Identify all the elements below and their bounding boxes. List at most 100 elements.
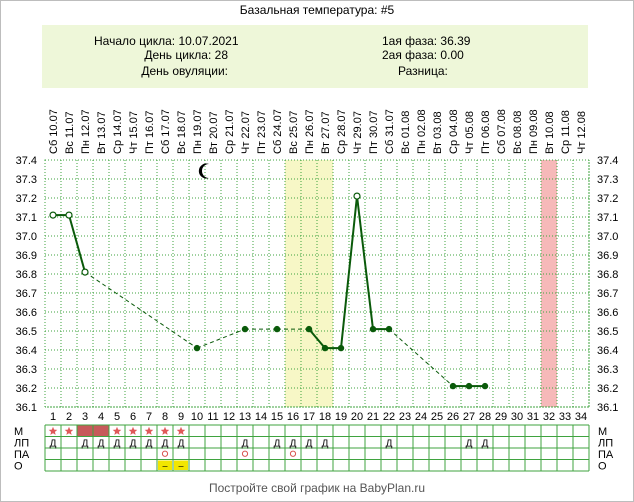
- date-label: Вс 25.07: [288, 111, 300, 154]
- y-tick-label-right: 37.4: [597, 155, 618, 167]
- data-point: [481, 382, 489, 390]
- star-icon: [160, 426, 170, 435]
- series-dashed-segment: [84, 271, 198, 349]
- day-number: 21: [367, 411, 379, 423]
- yellow-band-day-16: [285, 160, 301, 407]
- date-label: Чт 15.07: [128, 111, 140, 154]
- date-label: Пт 06.08: [480, 110, 492, 154]
- lp-mark: Д: [242, 439, 249, 450]
- phase2-text: 2ая фаза: 0.00: [382, 48, 464, 62]
- footer-link[interactable]: Постройте свой график на BabyPlan.ru: [208, 481, 426, 495]
- series-segment: [356, 195, 374, 330]
- lp-mark: Д: [466, 439, 473, 450]
- pa-ring-icon: [241, 450, 249, 457]
- day-number: 30: [511, 411, 523, 423]
- date-label: Вт 10.08: [544, 111, 556, 154]
- data-point: [321, 344, 329, 352]
- day-number: 15: [271, 411, 283, 423]
- day-number: 5: [114, 411, 120, 423]
- y-tick-label-left: 37.3: [16, 174, 37, 186]
- lp-mark: Д: [274, 439, 281, 450]
- date-label: Пн 26.07: [304, 109, 316, 154]
- row-label-left: ПА: [14, 449, 30, 461]
- y-tick-label-right: 36.3: [597, 364, 618, 376]
- day-number: 11: [207, 411, 218, 423]
- y-tick-label-left: 37.0: [16, 231, 37, 243]
- m-filled-cell: [77, 425, 93, 437]
- yellow-band-day-18: [317, 160, 333, 407]
- y-tick-label-left: 36.9: [16, 250, 37, 262]
- date-label: Чт 29.07: [352, 111, 364, 154]
- pa-ring-icon: [161, 450, 169, 457]
- highlight-bands: [285, 160, 557, 407]
- y-tick-label-right: 36.1: [597, 402, 618, 414]
- day-number: 20: [351, 411, 363, 423]
- data-point: [193, 344, 201, 352]
- chart-grid: [44, 159, 590, 408]
- date-label: Пт 30.07: [368, 110, 380, 154]
- series-segment: [340, 195, 358, 349]
- series-dashed-segment: [388, 328, 454, 387]
- day-number: 34: [575, 411, 587, 423]
- y-tick-label-left: 37.1: [16, 212, 37, 224]
- data-point-open: [81, 268, 89, 276]
- star-icon: [112, 426, 122, 435]
- y-tick-label-left: 36.2: [16, 383, 37, 395]
- day-number: 23: [399, 411, 411, 423]
- lp-mark: Д: [114, 439, 121, 450]
- data-point: [241, 325, 249, 333]
- day-number: 33: [559, 411, 571, 423]
- date-label: Пн 02.08: [416, 109, 428, 154]
- day-number: 24: [415, 411, 427, 423]
- row-label-right: О: [598, 461, 607, 473]
- date-label: Ср 04.08: [448, 109, 460, 154]
- day-number: 27: [463, 411, 475, 423]
- pa-ring-icon: [289, 450, 297, 457]
- y-tick-label-left: 36.1: [16, 402, 37, 414]
- data-point-open: [49, 211, 57, 219]
- date-label: Вс 11.07: [64, 111, 76, 154]
- date-label: Чт 05.08: [464, 111, 476, 154]
- date-label: Сб 24.07: [272, 109, 284, 154]
- day-number: 31: [527, 411, 539, 423]
- data-point: [305, 325, 313, 333]
- lp-mark: Д: [178, 439, 185, 450]
- date-label: Чт 12.08: [576, 111, 588, 154]
- y-tick-label-left: 37.4: [16, 155, 37, 167]
- date-label: Вт 03.08: [432, 111, 444, 154]
- data-point-open: [65, 211, 73, 219]
- date-label: Сб 07.08: [496, 109, 508, 154]
- plot-border: [44, 159, 590, 408]
- cycle-info-panel: Начало цикла: 10.07.2021 День цикла: 28 …: [42, 25, 588, 88]
- day-number: 13: [239, 411, 251, 423]
- date-label: Ср 28.07: [336, 109, 348, 154]
- series-dashed-segment: [196, 328, 246, 349]
- y-tick-label-left: 37.2: [16, 193, 37, 205]
- date-label: Вт 27.07: [320, 111, 332, 154]
- star-icon: [144, 426, 154, 435]
- data-point: [385, 325, 393, 333]
- date-label: Пт 16.07: [144, 110, 156, 154]
- data-point: [369, 325, 377, 333]
- day-number: 22: [383, 411, 395, 423]
- y-tick-label-right: 36.7: [597, 288, 618, 300]
- day-number: 28: [479, 411, 491, 423]
- data-point: [273, 325, 281, 333]
- pink-band-day-32: [541, 160, 557, 407]
- row-label-right: М: [598, 426, 607, 438]
- lp-mark: Д: [290, 439, 297, 450]
- lp-mark: Д: [306, 439, 313, 450]
- day-number: 18: [319, 411, 331, 423]
- date-label: Вт 13.07: [96, 111, 108, 154]
- y-tick-label-right: 37.2: [597, 193, 618, 205]
- m-filled-cell: [93, 425, 109, 437]
- date-label: Пн 12.07: [80, 109, 92, 154]
- date-labels: Сб 10.07 Вс 11.07 Пн 12.07 Вт 13.07 Ср 14.07…: [48, 109, 588, 154]
- y-axis-left: 37.4 37.3 37.2 37.1 37.0 36.9 36.8 36.7 36.6 36.5…: [16, 155, 37, 414]
- day-number: 2: [66, 411, 72, 423]
- lp-mark: Д: [322, 439, 329, 450]
- date-label: Ср 14.07: [112, 109, 124, 154]
- date-label: Вт 20.07: [208, 111, 220, 154]
- o-mark: –: [178, 461, 183, 471]
- lp-mark: Д: [162, 439, 169, 450]
